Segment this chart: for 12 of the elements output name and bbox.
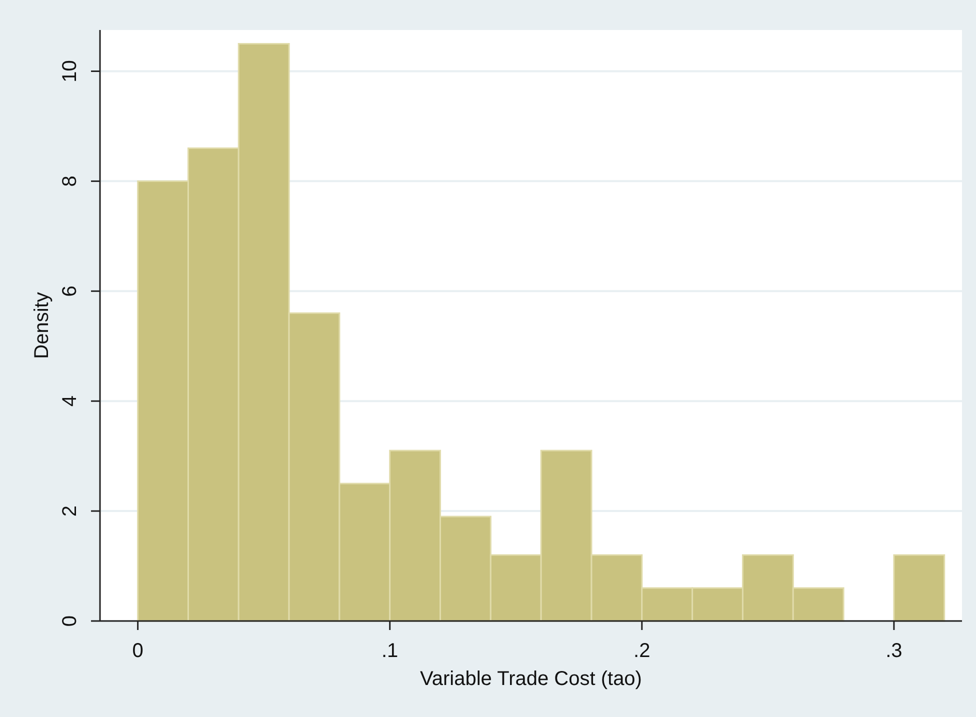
x-tick-label: .2 (634, 640, 650, 662)
y-tick-label: 0 (59, 615, 81, 627)
y-axis-title: Density (31, 292, 53, 359)
y-tick-label: 6 (59, 286, 81, 297)
x-tick-label: 0 (132, 640, 144, 662)
x-tick-label: .3 (886, 640, 902, 662)
y-tick-label: 2 (59, 505, 81, 517)
x-axis-title: Variable Trade Cost (tao) (420, 668, 642, 690)
y-tick-label: 10 (59, 60, 81, 82)
x-tick-label: .1 (382, 640, 398, 662)
y-tick-label: 4 (59, 396, 81, 407)
y-tick-label: 8 (59, 176, 81, 187)
